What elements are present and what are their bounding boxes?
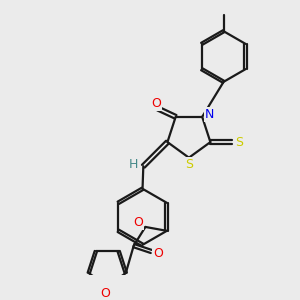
- Text: O: O: [134, 216, 143, 229]
- Text: O: O: [151, 98, 161, 110]
- Text: O: O: [100, 287, 110, 300]
- Text: H: H: [129, 158, 138, 171]
- Text: N: N: [205, 108, 214, 122]
- Text: S: S: [235, 136, 243, 148]
- Text: S: S: [185, 158, 193, 171]
- Text: O: O: [153, 247, 163, 260]
